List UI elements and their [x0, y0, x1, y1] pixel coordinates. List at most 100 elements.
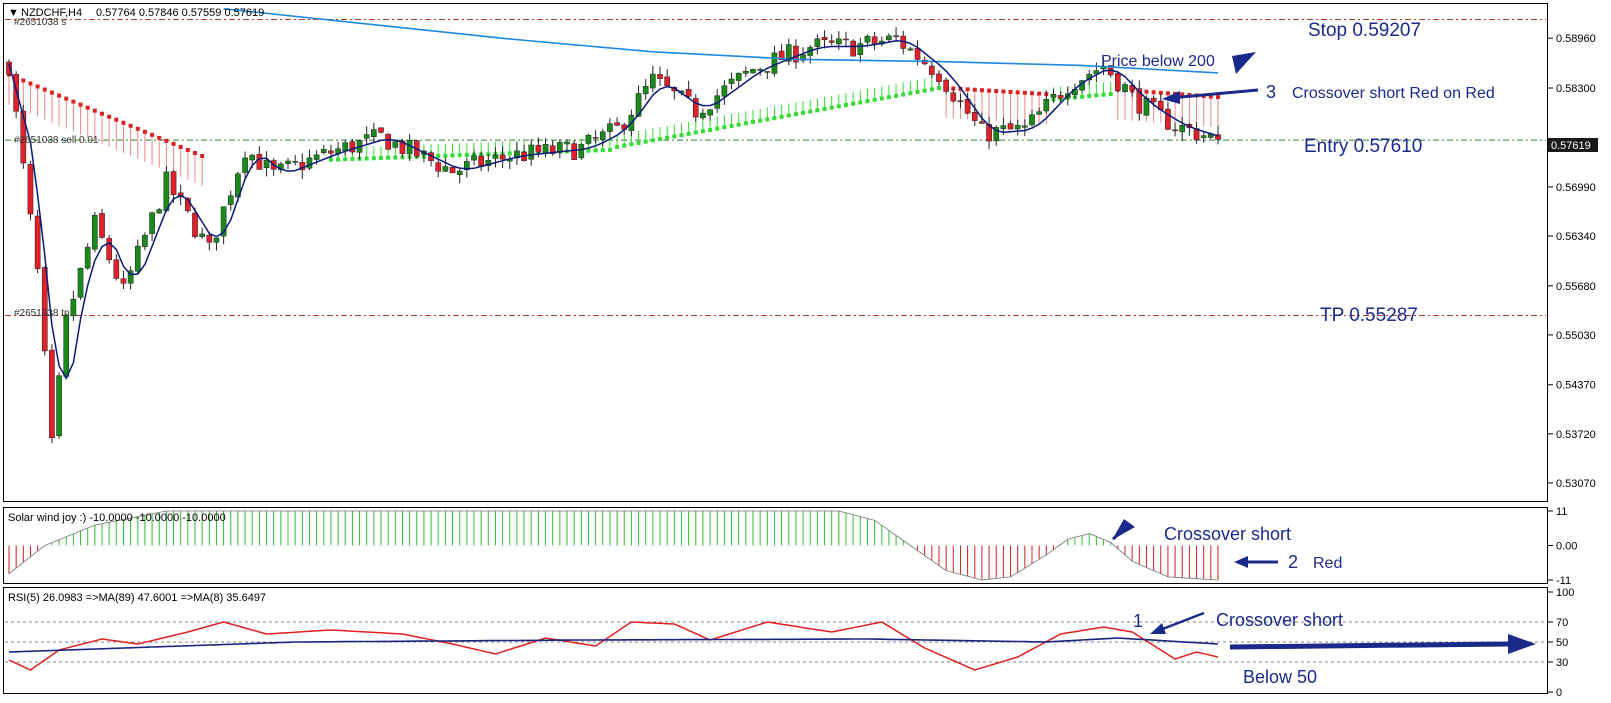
psar-dot — [371, 156, 376, 161]
psar-dot — [28, 81, 33, 86]
candle-bull — [750, 69, 756, 74]
annotation-red: Red — [1313, 555, 1342, 572]
candle-bull — [63, 314, 70, 377]
candle-bull — [721, 85, 728, 97]
candle-bull — [1050, 93, 1057, 98]
psar-dot — [1101, 92, 1106, 97]
arrow-solar-crossover-shaft — [1112, 524, 1129, 541]
candle-bear — [592, 137, 599, 139]
psar-dot — [1208, 94, 1213, 99]
psar-dot — [636, 140, 641, 145]
psar-dot — [379, 155, 383, 160]
psar-dot — [600, 148, 605, 153]
price-level-lines — [5, 19, 1546, 317]
psar-dot — [801, 110, 806, 115]
candle-bear — [349, 141, 356, 153]
psar-dot — [464, 152, 469, 157]
sell-order-label: #2651038 sell 0.01 — [14, 135, 99, 146]
psar-dot — [715, 126, 720, 131]
candle-bull — [700, 112, 706, 119]
psar-dot — [815, 108, 820, 113]
candle-bull — [1000, 125, 1007, 130]
price-axis: 0.58960 0.58300 0.56990 0.56340 0.55680 0.550… — [1548, 33, 1596, 490]
candle-bull — [1179, 125, 1186, 133]
psar-dot — [779, 114, 784, 119]
solar-curve — [8, 510, 1219, 581]
candle-bear — [850, 40, 856, 57]
psar-dot — [1158, 90, 1163, 95]
psar-dot — [350, 157, 355, 162]
candle-bear — [979, 121, 985, 124]
candle-bull — [92, 215, 98, 250]
psar-dot — [1037, 91, 1042, 96]
stop-level-label: Stop 0.59207 — [1308, 20, 1421, 41]
solar-wind-axis: 11 0.00 -11 — [1548, 506, 1577, 587]
psar-dot — [922, 88, 927, 93]
candle-bull — [242, 157, 248, 173]
candle-bear — [821, 37, 828, 40]
psar-dot — [386, 155, 391, 160]
psar-dot — [951, 86, 956, 91]
psar-dot — [929, 87, 934, 92]
candle-bull — [492, 154, 499, 159]
candle-bear — [957, 100, 964, 102]
arrow-crossover-red-icon — [1162, 91, 1180, 104]
psar-dot — [1087, 94, 1092, 99]
psar-dot — [829, 105, 834, 110]
candle-bear — [41, 267, 48, 352]
candle-bull — [1122, 84, 1128, 92]
psar-dot — [658, 137, 662, 142]
arrow-crossover-red-shaft — [1169, 88, 1259, 100]
candle-bear — [986, 124, 992, 142]
candle-bear — [1165, 108, 1171, 130]
candle-bull — [306, 157, 313, 169]
candle-bear — [929, 65, 935, 75]
candle-bear — [936, 73, 942, 82]
rsi-tick-label: 30 — [1556, 657, 1568, 669]
psar-dot — [908, 91, 913, 96]
candle-bear — [950, 92, 957, 102]
candle-bear — [828, 40, 835, 43]
price-tick-label: 0.54370 — [1556, 380, 1596, 392]
psar-dot — [457, 153, 462, 158]
candle-bear — [914, 47, 921, 60]
psar-dot — [100, 111, 104, 116]
candle-bull — [227, 195, 234, 205]
candle-bull — [728, 78, 735, 84]
candle-bear — [256, 153, 263, 170]
psar-dot — [615, 144, 620, 149]
candle-bull — [1200, 135, 1207, 138]
candle-bull — [456, 170, 463, 176]
chart-menu-arrow-icon[interactable]: ▼ — [8, 7, 19, 19]
moving-averages — [8, 8, 1219, 380]
candle-bear — [378, 127, 384, 133]
candle-bull — [993, 127, 1000, 142]
psar-dot — [21, 78, 26, 83]
psar-dot — [665, 135, 670, 140]
candle-bear — [399, 140, 406, 154]
arrow-red-icon — [1234, 556, 1248, 568]
candle-bear — [1172, 129, 1178, 132]
psar-dot — [49, 90, 54, 95]
candle-bear — [943, 79, 949, 92]
candle-bear — [328, 150, 334, 154]
ohlc-label: 0.57764 0.57846 0.57559 0.57619 — [96, 7, 264, 19]
candle-bull — [707, 109, 713, 116]
psar-dot — [708, 127, 713, 132]
psar-dot — [593, 148, 598, 153]
candle-bear — [206, 234, 213, 243]
candle-bear — [657, 74, 663, 79]
psar-dot — [772, 116, 777, 121]
annotation-step-2: 2 — [1288, 552, 1298, 572]
rsi-header: RSI(5) 26.0983 =>MA(89) 47.6001 =>MA(8) … — [8, 592, 266, 604]
candle-bull — [77, 267, 84, 298]
solar-tick-label: 0.00 — [1556, 541, 1577, 553]
candle-bull — [442, 166, 449, 172]
candle-bear — [685, 89, 692, 97]
candle-bull — [836, 38, 842, 45]
candle-bull — [220, 206, 227, 237]
candle-bull — [363, 134, 370, 139]
candle-bear — [614, 122, 620, 126]
ma200-line — [223, 8, 1219, 74]
psar-dot — [200, 153, 205, 158]
